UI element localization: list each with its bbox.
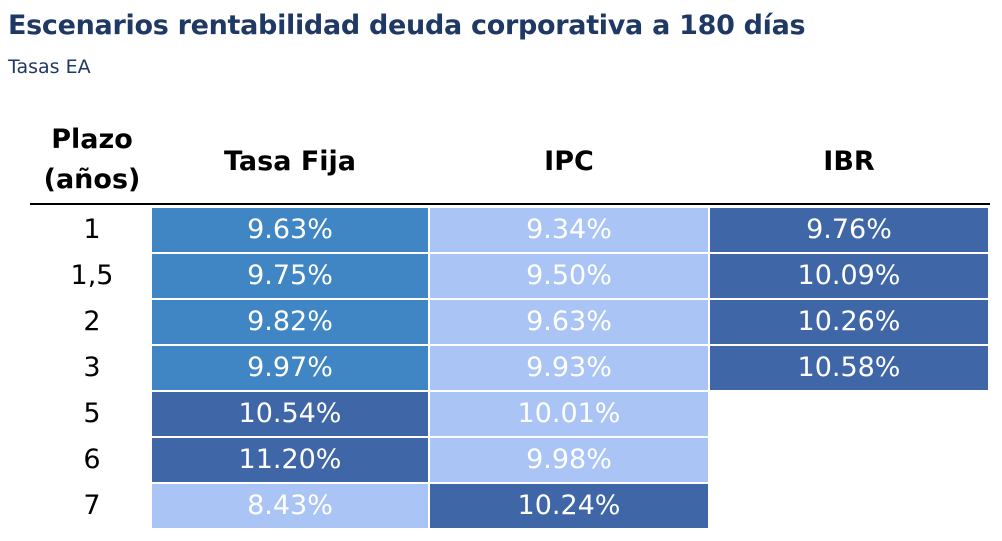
plazo-column-header: Plazo (años) [30, 120, 154, 200]
cell-ipc: 10.01% [430, 392, 708, 436]
row-label-plazo: 5 [83, 398, 101, 429]
cell-ipc: 9.98% [430, 438, 708, 482]
cell-tasa-fija: 9.63% [152, 208, 428, 252]
cell-ipc: 9.93% [430, 346, 708, 390]
row-label-plazo: 7 [83, 490, 101, 521]
column-header-ipc: IPC [544, 146, 594, 177]
cell-tasa-fija: 11.20% [152, 438, 428, 482]
cell-ipc: 10.24% [430, 484, 708, 528]
plazo-header-line-2: (años) [43, 164, 141, 195]
row-label-plazo: 3 [83, 352, 101, 383]
column-header-ibr: IBR [823, 146, 875, 177]
cell-ibr: 9.76% [710, 208, 988, 252]
row-label-plazo: 1,5 [70, 260, 114, 291]
cell-ibr: 10.58% [710, 346, 988, 390]
cell-ipc: 9.34% [430, 208, 708, 252]
cell-tasa-fija: 9.97% [152, 346, 428, 390]
row-label-plazo: 1 [83, 214, 101, 245]
cell-tasa-fija: 9.75% [152, 254, 428, 298]
cell-tasa-fija: 10.54% [152, 392, 428, 436]
cell-ipc: 9.50% [430, 254, 708, 298]
row-label-plazo: 2 [83, 306, 101, 337]
plazo-header-line-1: Plazo [51, 124, 133, 155]
cell-tasa-fija: 9.82% [152, 300, 428, 344]
cell-ibr: 10.09% [710, 254, 988, 298]
header-divider [30, 203, 990, 205]
column-header-tasa-fija: Tasa Fija [223, 146, 357, 177]
cell-ipc: 9.63% [430, 300, 708, 344]
cell-tasa-fija: 8.43% [152, 484, 428, 528]
chart-subtitle: Tasas EA [8, 56, 91, 78]
row-label-plazo: 6 [83, 444, 101, 475]
chart-title: Escenarios rentabilidad deuda corporativ… [8, 10, 806, 41]
cell-ibr: 10.26% [710, 300, 988, 344]
